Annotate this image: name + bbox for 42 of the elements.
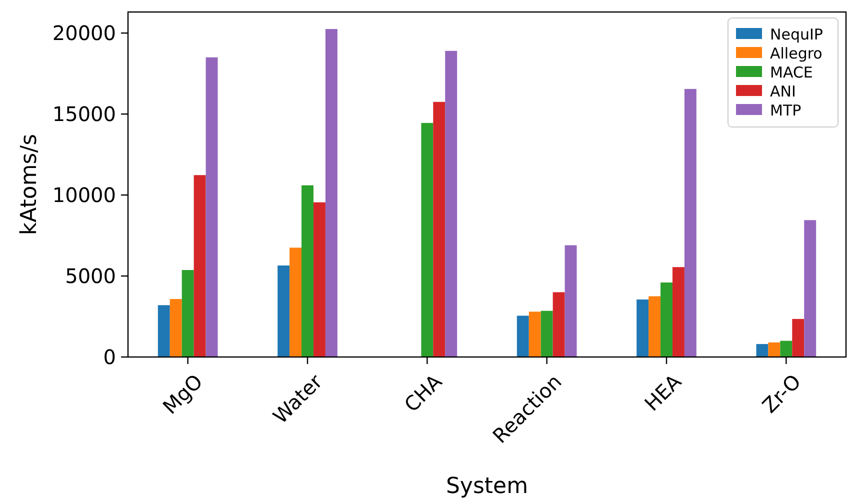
bar bbox=[516, 316, 529, 357]
bar bbox=[672, 267, 684, 357]
bar bbox=[636, 300, 649, 357]
bar bbox=[206, 57, 218, 357]
bar bbox=[552, 292, 565, 357]
legend-label: ANI bbox=[770, 82, 796, 100]
legend-label: Allegro bbox=[770, 44, 822, 62]
bar bbox=[313, 202, 326, 357]
bar bbox=[768, 342, 780, 357]
bar bbox=[182, 270, 194, 357]
y-tick-label: 5000 bbox=[65, 264, 116, 288]
legend-label: MACE bbox=[770, 63, 813, 82]
bar bbox=[684, 88, 696, 357]
y-axis-title: kAtoms/s bbox=[17, 134, 42, 236]
bar bbox=[158, 305, 170, 357]
legend-label: MTP bbox=[770, 101, 802, 120]
y-tick-label: 0 bbox=[103, 345, 116, 369]
bar bbox=[540, 310, 553, 357]
bar bbox=[648, 296, 661, 357]
bar bbox=[325, 29, 338, 357]
x-tick-label: HEA bbox=[640, 369, 686, 416]
bar bbox=[170, 299, 182, 357]
bar bbox=[445, 50, 458, 357]
bar bbox=[660, 282, 672, 357]
y-tick-label: 15000 bbox=[52, 102, 116, 126]
bar bbox=[421, 122, 434, 357]
y-tick-label: 20000 bbox=[52, 21, 116, 46]
bar bbox=[433, 102, 446, 357]
legend-label: NequIP bbox=[770, 25, 823, 44]
bar bbox=[290, 248, 302, 357]
bar bbox=[302, 185, 314, 357]
bar bbox=[756, 344, 768, 357]
bar bbox=[792, 318, 804, 357]
x-tick-label: CHA bbox=[399, 369, 447, 417]
bar bbox=[564, 245, 577, 357]
x-axis-title: System bbox=[446, 474, 528, 499]
y-tick-label: 10000 bbox=[52, 183, 116, 208]
bar bbox=[194, 175, 206, 357]
bar bbox=[528, 312, 541, 357]
bar bbox=[780, 340, 792, 357]
bar bbox=[278, 265, 290, 357]
bar bbox=[804, 220, 816, 357]
